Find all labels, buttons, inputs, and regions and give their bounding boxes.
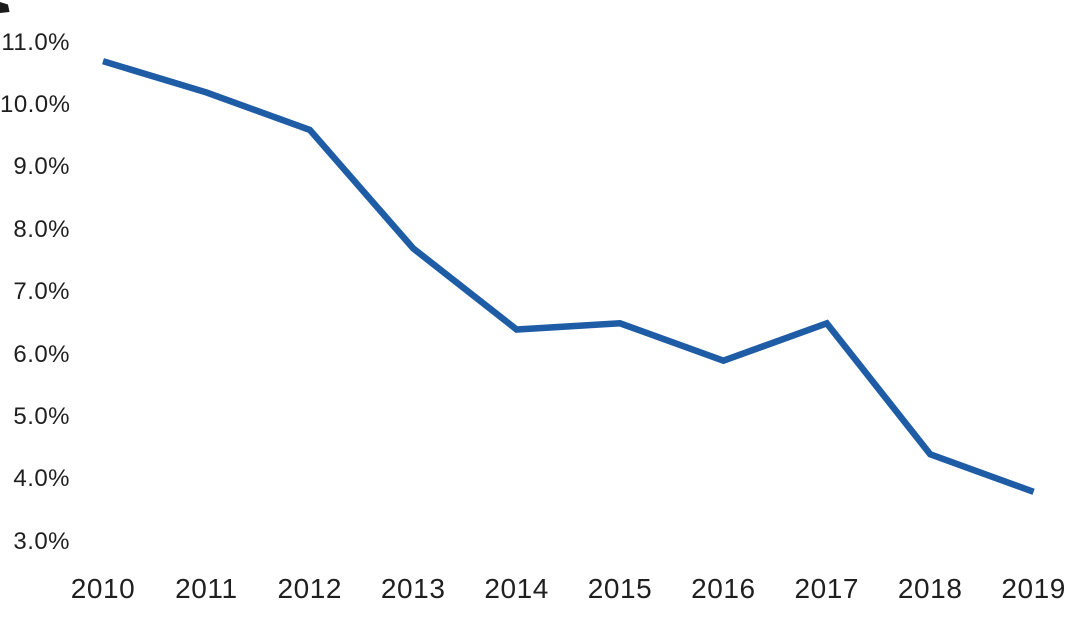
y-axis-tick-label: 11.0% [1, 28, 70, 56]
x-axis-tick-label: 2011 [175, 573, 238, 604]
y-axis-tick-label: 8.0% [13, 215, 70, 243]
y-axis-tick-label: 10.0% [0, 90, 71, 118]
corner-artifact-mark [0, 2, 10, 13]
y-axis-tick-label: 9.0% [13, 153, 70, 181]
x-axis-tick-label: 2015 [587, 573, 653, 604]
x-axis-tick-label: 2014 [484, 573, 549, 604]
y-axis-tick-label: 7.0% [13, 278, 70, 306]
y-axis-tick-label: 4.0% [13, 465, 70, 493]
data-line [102, 58, 1035, 495]
y-axis-tick-label: 3.0% [13, 527, 70, 555]
y-axis-tick-label: 5.0% [13, 402, 70, 430]
x-axis-tick-label: 2019 [1001, 573, 1066, 604]
x-axis-tick-label: 2018 [897, 573, 963, 604]
y-axis-tick-label: 6.0% [13, 340, 70, 368]
x-axis-tick-label: 2010 [70, 573, 136, 604]
x-axis-tick-label: 2013 [380, 573, 446, 604]
x-axis-tick-label: 2012 [277, 573, 343, 604]
x-axis-tick-label: 2017 [794, 573, 860, 604]
x-axis-tick-label: 2016 [691, 573, 756, 604]
